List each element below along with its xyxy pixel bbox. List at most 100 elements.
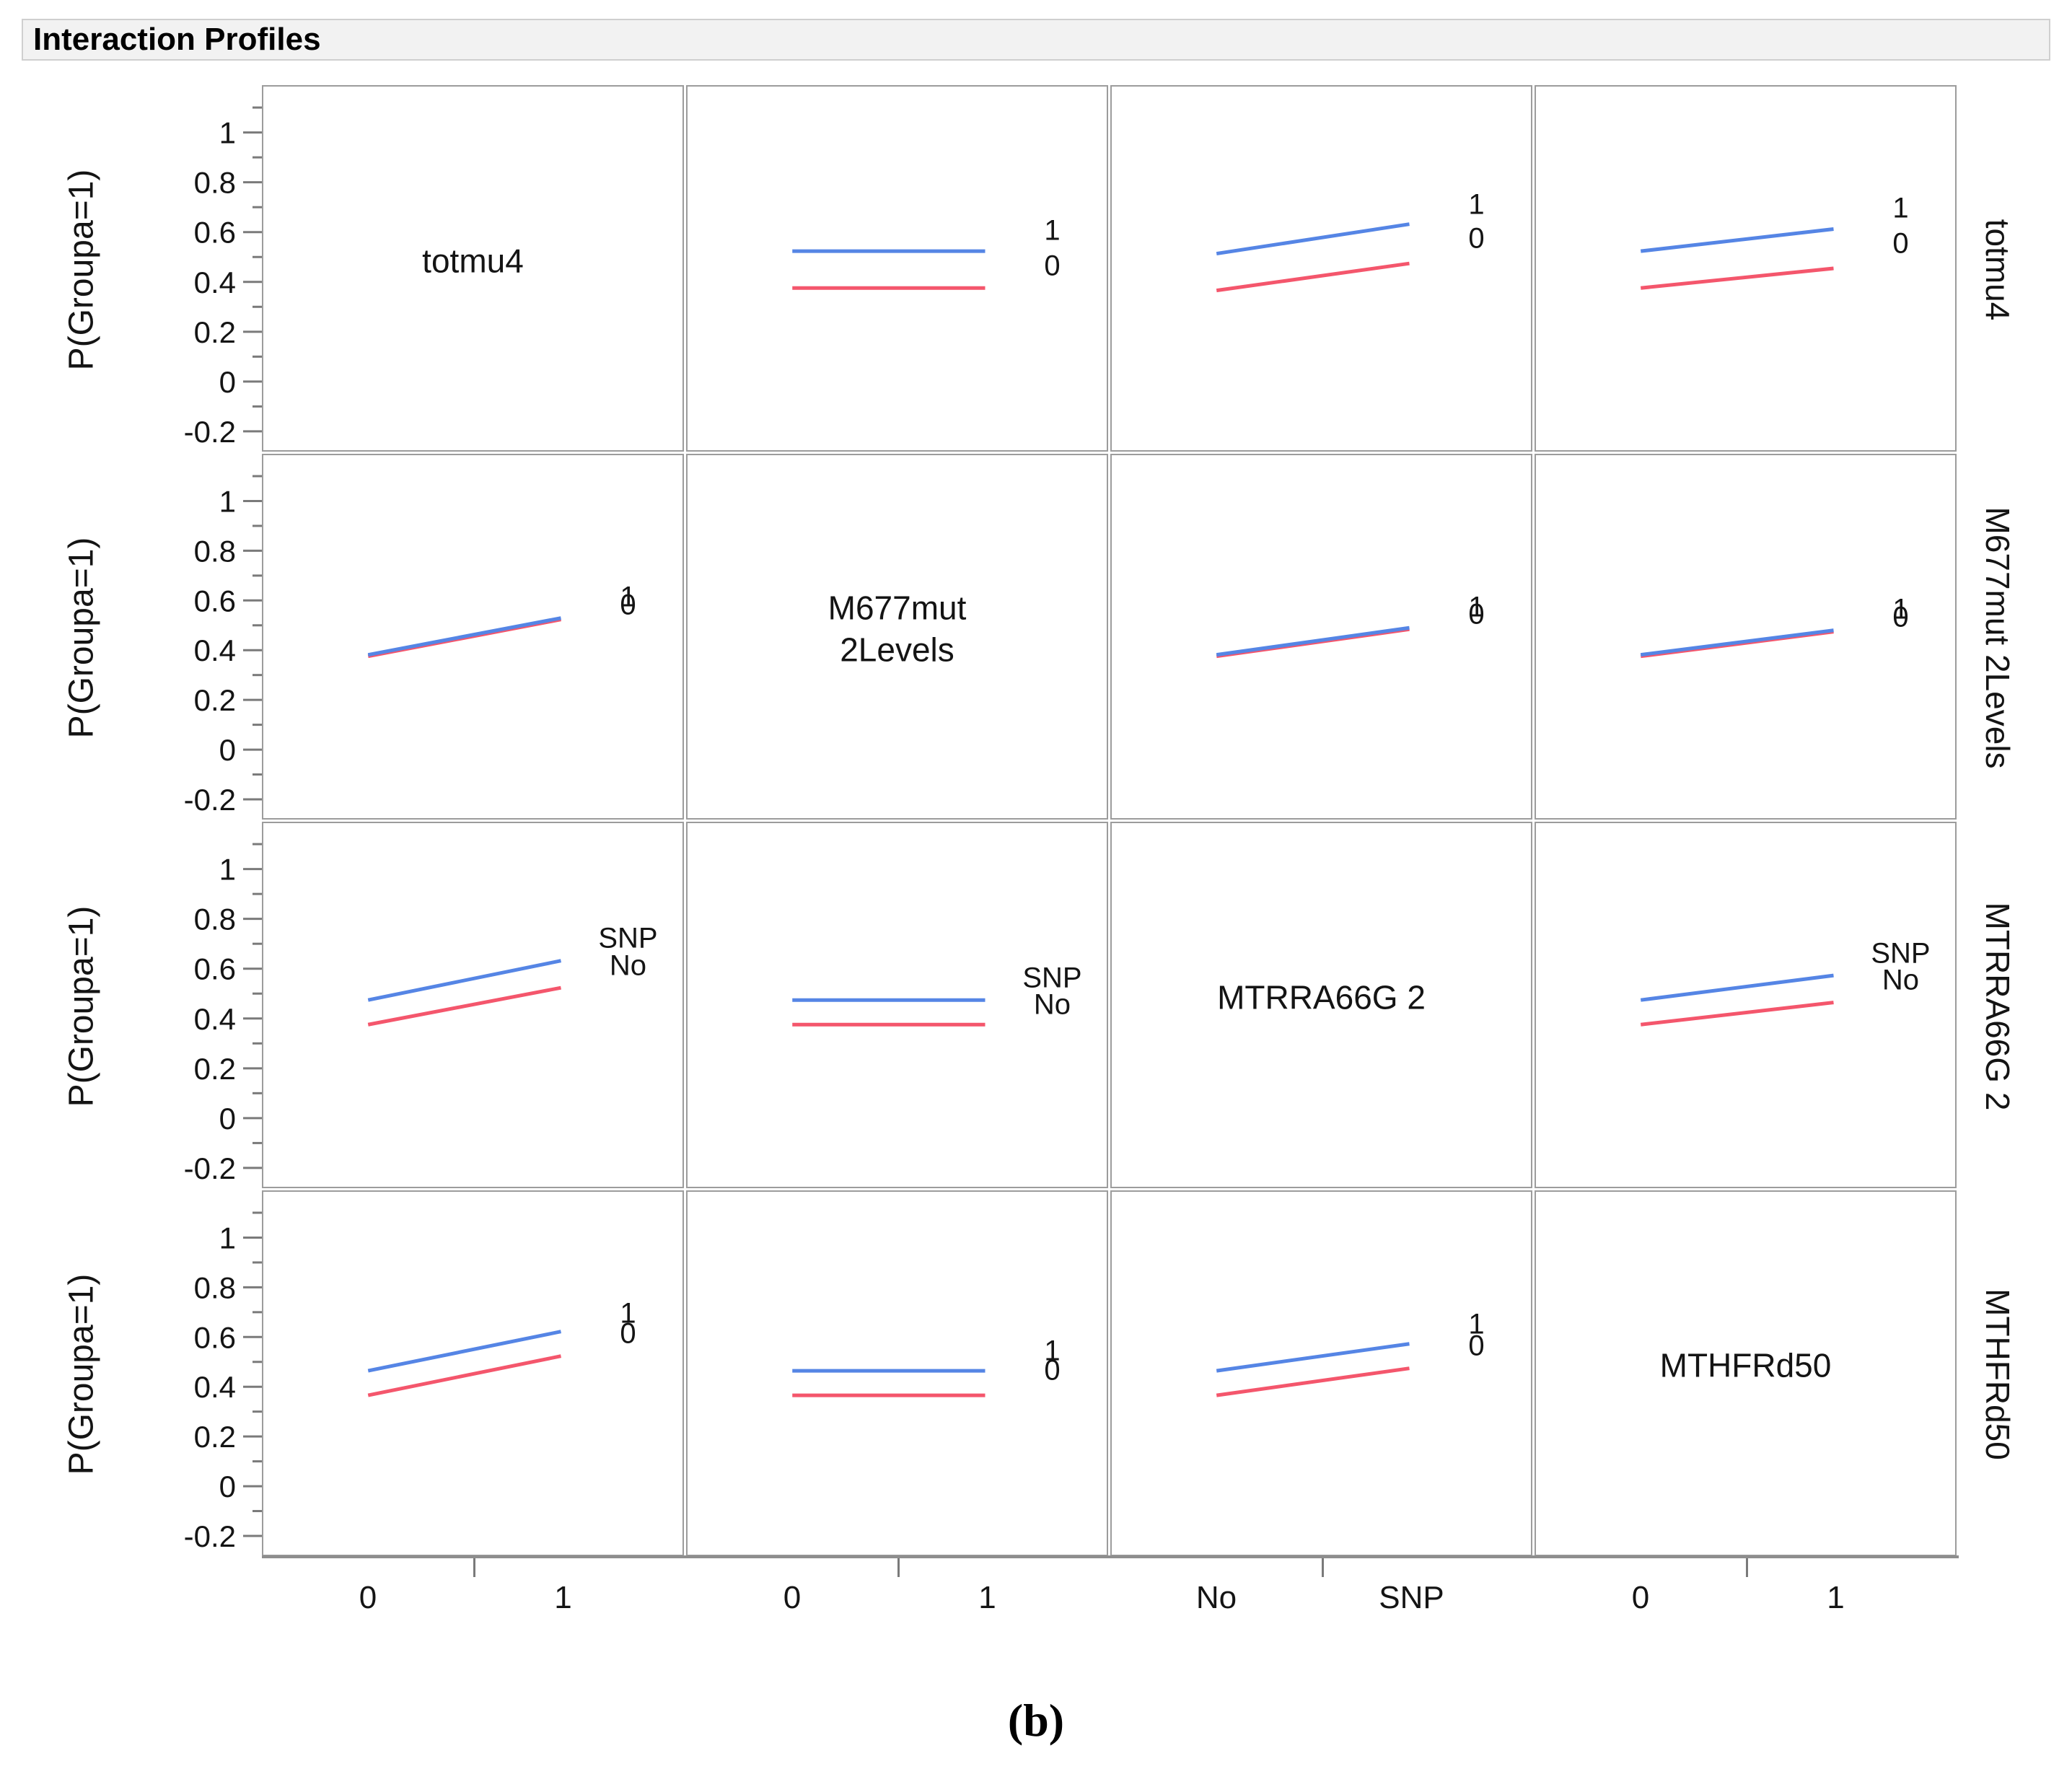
profile-lines <box>1640 227 1834 290</box>
row-factor-label: MTRRA66G 2 <box>1958 822 2037 1190</box>
x-tick-label: 1 <box>1827 1580 1845 1615</box>
line-level-label: 1 <box>1892 192 1909 224</box>
profile-lines <box>1640 628 1834 659</box>
y-tick-label: -0.2 <box>184 1151 236 1185</box>
y-tick-label: 1 <box>219 1221 236 1255</box>
row-factor-label: M677mut 2Levels <box>1958 454 2037 822</box>
y-tick-label: 0.8 <box>194 534 236 568</box>
y-tick-label: 0.2 <box>194 683 236 717</box>
x-tick-mark <box>1746 1558 1748 1577</box>
line-level-label: 0 <box>1468 222 1485 255</box>
y-tick-label: 0.4 <box>194 265 236 299</box>
profile-line-level1 <box>1216 1342 1410 1373</box>
profile-cell-r1c1: M677mut 2Levels <box>686 454 1108 820</box>
x-tick-label: 0 <box>1631 1580 1650 1615</box>
profile-line-level0 <box>367 1354 562 1397</box>
profile-line-level1 <box>1216 222 1410 256</box>
x-tick-label: 1 <box>978 1580 996 1615</box>
x-axis-line <box>262 1555 1959 1558</box>
profile-cell-r3c3: MTHFRd50 <box>1535 1190 1957 1556</box>
y-tick-label: 0.6 <box>194 952 236 986</box>
line-level-label: 1 <box>1892 593 1909 625</box>
line-level-label: 0 <box>1892 601 1909 633</box>
x-tick-mark <box>897 1558 900 1577</box>
y-tick-label: 0 <box>219 733 236 767</box>
y-axis-title-box: P(Groupa=1) <box>42 85 121 454</box>
y-tick-label: 0.2 <box>194 1052 236 1086</box>
line-level-label: 0 <box>1468 598 1485 631</box>
profile-cell-r2c0: SNP No <box>262 822 684 1188</box>
profile-line-level1 <box>1216 625 1410 657</box>
x-tick-label: 1 <box>554 1580 572 1615</box>
y-tick-label: 0 <box>219 1470 236 1503</box>
row-factor-label-text: M677mut 2Levels <box>1979 506 2016 769</box>
y-tick-label: -0.2 <box>184 783 236 817</box>
profile-line-level0 <box>1216 1366 1410 1397</box>
profile-lines <box>1216 1342 1410 1397</box>
line-level-label: 0 <box>620 589 636 621</box>
figure-caption: (b) <box>1007 1695 1065 1746</box>
y-axis-ticks: -0.2 0 0.2 0.4 0.6 0.8 1 <box>184 106 262 449</box>
line-level-label: 1 <box>1468 591 1485 623</box>
y-tick-label: 1 <box>219 853 236 887</box>
panel-title: Interaction Profiles <box>33 22 321 57</box>
y-tick-label: 0.4 <box>194 1370 236 1404</box>
profile-line-level0 <box>1216 261 1410 293</box>
profile-lines <box>367 1330 562 1397</box>
y-tick-label: 0.4 <box>194 1002 236 1036</box>
line-level-label: No <box>609 949 647 982</box>
line-level-label: 1 <box>1044 1335 1061 1367</box>
factor-diagonal-label: MTHFRd50 <box>1659 1346 1832 1384</box>
row-factor-label: MTHFRd50 <box>1958 1190 2037 1558</box>
profile-lines <box>792 1369 985 1397</box>
factor-diagonal-label: totmu4 <box>422 242 524 280</box>
row-factor-label-text: MTRRA66G 2 <box>1979 902 2016 1110</box>
line-level-label: 0 <box>1044 1354 1061 1387</box>
y-axis-title: P(Groupa=1) <box>62 169 101 370</box>
profile-lines <box>792 998 985 1027</box>
y-tick-label: 0.6 <box>194 1320 236 1354</box>
profile-lines <box>367 959 562 1027</box>
profile-cell-r2c2: MTRRA66G 2 <box>1110 822 1532 1188</box>
line-level-label: 0 <box>1892 227 1909 260</box>
profile-line-level1 <box>1640 973 1834 1002</box>
profile-cell-r2c1: SNP No <box>686 822 1108 1188</box>
profile-lines <box>1640 973 1834 1027</box>
profile-lines <box>1216 222 1410 293</box>
y-axis-ticks: -0.2 0 0.2 0.4 0.6 0.8 1 <box>184 475 262 817</box>
y-tick-label: 0.8 <box>194 903 236 936</box>
x-tick-label: SNP <box>1379 1580 1444 1615</box>
y-tick-label: 0.2 <box>194 315 236 349</box>
profile-line-level0 <box>1640 266 1834 290</box>
line-level-label: 1 <box>1044 214 1061 246</box>
x-tick-mark <box>473 1558 475 1577</box>
row-factor-label-text: totmu4 <box>1979 219 2016 320</box>
y-tick-label: 1 <box>219 116 236 150</box>
profile-lines <box>1216 625 1410 659</box>
profile-line-level1 <box>367 616 561 657</box>
y-axis-ticks: -0.2 0 0.2 0.4 0.6 0.8 1 <box>184 1211 262 1553</box>
line-level-label: SNP <box>598 922 658 954</box>
line-level-label: 0 <box>620 1317 636 1350</box>
profile-lines <box>367 616 561 659</box>
y-tick-label: -0.2 <box>184 1519 236 1553</box>
y-tick-label: 1 <box>219 484 236 518</box>
y-axis-title-box: P(Groupa=1) <box>42 822 121 1190</box>
profile-line-level0 <box>1640 1001 1834 1027</box>
line-level-label: No <box>1033 988 1071 1021</box>
line-level-label: 0 <box>1044 250 1061 282</box>
y-axis-title: P(Groupa=1) <box>62 1273 101 1475</box>
y-tick-label: 0.6 <box>194 216 236 250</box>
y-tick-label: 0.8 <box>194 1270 236 1304</box>
x-tick-label: No <box>1195 1580 1237 1615</box>
y-tick-label: 0 <box>219 365 236 399</box>
panel-header[interactable]: Interaction Profiles <box>22 19 2050 61</box>
line-level-label: 1 <box>1468 1308 1485 1340</box>
y-tick-label: 0.6 <box>194 584 236 618</box>
